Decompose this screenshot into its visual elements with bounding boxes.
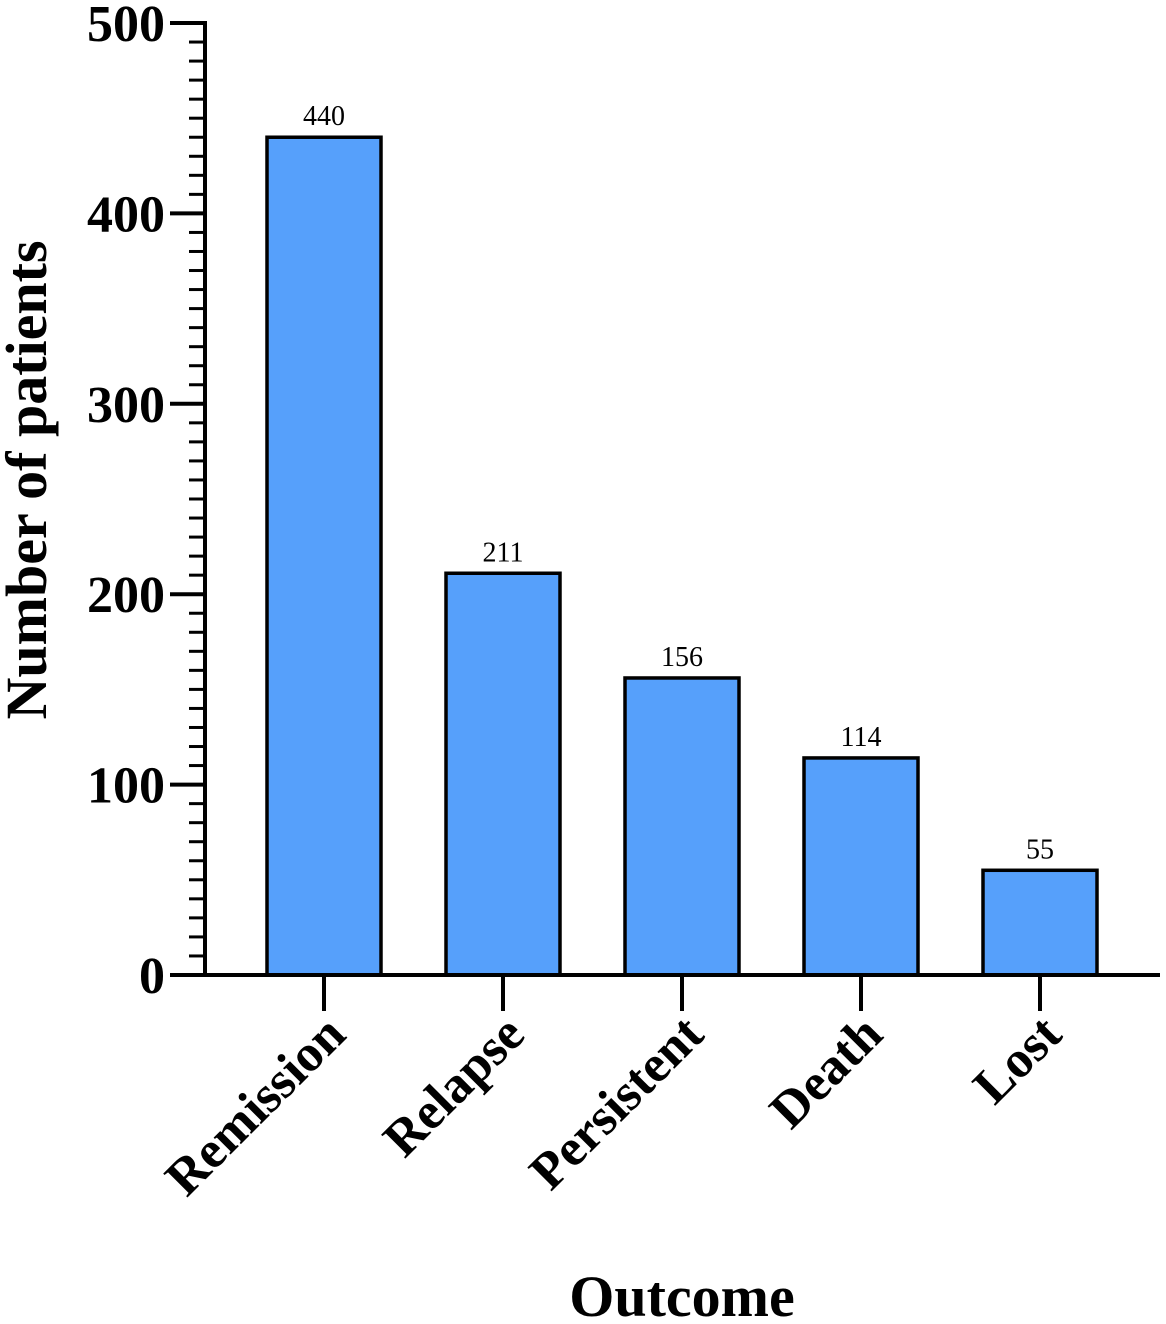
data-label-lost: 55: [1026, 834, 1054, 865]
x-ticks: [322, 975, 1042, 1011]
y-tick-label: 400: [87, 186, 165, 243]
bar-remission: [265, 135, 383, 977]
y-major-ticks: [170, 21, 205, 977]
y-tick-label: 0: [139, 948, 165, 1005]
x-tick-label-relapse: Relapse: [373, 1005, 536, 1168]
data-label-relapse: 211: [483, 537, 524, 568]
data-label-remission: 440: [303, 101, 345, 132]
x-axis-title: Outcome: [569, 1264, 795, 1324]
y-tick-labels: 0 100 200 300 400 500: [87, 0, 165, 1005]
y-tick-label: 100: [87, 758, 165, 815]
x-tick-label-persistent: Persistent: [519, 1005, 715, 1201]
bar-lost: [981, 868, 1099, 977]
y-tick-label: 200: [87, 567, 165, 624]
x-tick-label-remission: Remission: [155, 1005, 357, 1207]
x-tick-label-death: Death: [759, 1005, 893, 1139]
bar-relapse: [444, 571, 562, 977]
data-label-persistent: 156: [661, 642, 703, 673]
bar-persistent: [623, 676, 741, 977]
bar-death: [802, 756, 920, 977]
x-tick-label-lost: Lost: [963, 1005, 1073, 1115]
data-labels: 440 211 156 114 55: [303, 101, 1054, 865]
bars: [265, 135, 1099, 977]
y-tick-label: 300: [87, 377, 165, 434]
y-tick-label: 500: [87, 0, 165, 53]
y-axis-title: Number of patients: [0, 240, 59, 719]
y-minor-ticks: [189, 21, 205, 977]
data-label-death: 114: [841, 722, 882, 753]
